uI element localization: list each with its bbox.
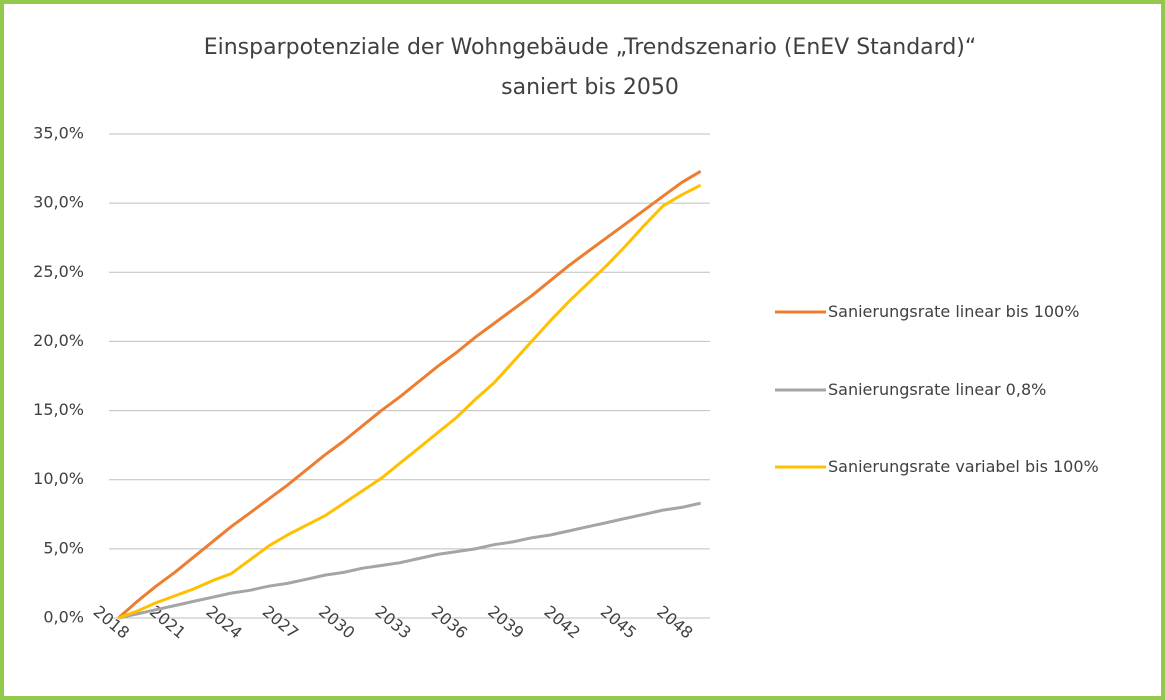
y-tick-label: 35,0% bbox=[33, 124, 84, 143]
legend-label: Sanierungsrate linear bis 100% bbox=[828, 302, 1080, 321]
x-tick-label: 2048 bbox=[653, 602, 696, 643]
x-tick-label: 2024 bbox=[202, 602, 245, 643]
y-tick-label: 25,0% bbox=[33, 262, 84, 281]
series-line bbox=[118, 501, 701, 620]
y-tick-label: 5,0% bbox=[43, 538, 84, 557]
series-line bbox=[117, 170, 702, 620]
y-tick-label: 0,0% bbox=[43, 608, 84, 627]
chart-title: Einsparpotenziale der Wohngebäude „Trend… bbox=[204, 35, 977, 60]
x-tick-label: 2027 bbox=[259, 602, 302, 643]
x-tick-label: 2018 bbox=[90, 602, 133, 643]
y-tick-label: 15,0% bbox=[33, 400, 84, 419]
y-tick-label: 20,0% bbox=[33, 331, 84, 350]
y-tick-label: 10,0% bbox=[33, 469, 84, 488]
y-tick-label: 30,0% bbox=[33, 193, 84, 212]
legend-label: Sanierungsrate variabel bis 100% bbox=[828, 457, 1099, 476]
x-tick-label: 2042 bbox=[540, 602, 583, 643]
x-tick-label: 2039 bbox=[484, 602, 527, 643]
series-line bbox=[117, 183, 702, 620]
legend-label: Sanierungsrate linear 0,8% bbox=[828, 380, 1047, 399]
chart-title: saniert bis 2050 bbox=[501, 75, 679, 100]
x-tick-label: 2030 bbox=[315, 602, 358, 643]
x-tick-label: 2045 bbox=[597, 602, 640, 643]
x-tick-label: 2033 bbox=[371, 602, 414, 643]
x-tick-label: 2036 bbox=[428, 602, 471, 643]
